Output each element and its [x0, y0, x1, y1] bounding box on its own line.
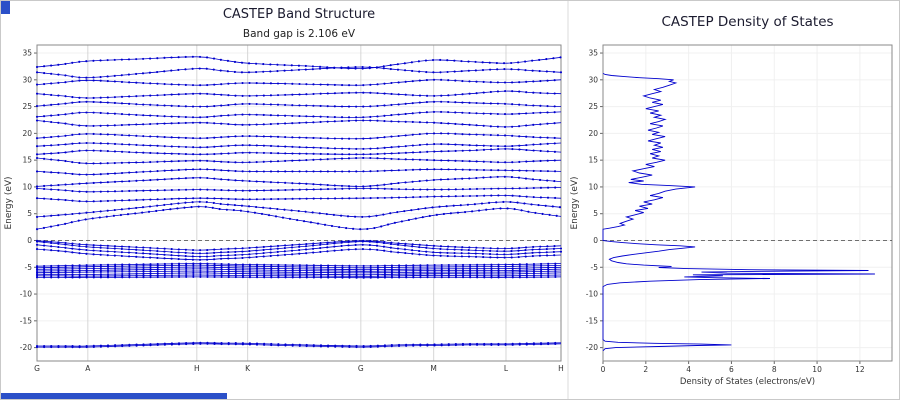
band-markers	[35, 262, 563, 268]
axis-frame	[36, 44, 562, 362]
y-tick-label: 25	[22, 102, 32, 111]
x-tick-label: 10	[812, 365, 822, 374]
y-tick-label: -20	[20, 343, 32, 352]
dos-y-axis-label: Energy (eV)	[570, 176, 580, 229]
dos-panel: CASTEP Density of States -20 -15 -10 -5 0 5 10…	[569, 1, 900, 400]
band-markers	[35, 239, 563, 252]
window-corner-accent	[1, 1, 10, 14]
band-markers	[35, 147, 563, 156]
y-tick-label: 35	[22, 49, 32, 58]
y-tick-label: 5	[593, 209, 598, 218]
x-tick-label: 8	[772, 365, 777, 374]
band-markers	[35, 141, 563, 150]
band-markers	[35, 168, 563, 176]
band-structure-plot[interactable]: -20 -15 -10 -5 0 5 10 15 20 25 30 35 G A H K G M L H Energy …	[1, 1, 567, 400]
band-markers	[35, 275, 563, 279]
band-markers	[35, 132, 563, 140]
bottom-scrollbar-accent[interactable]	[1, 393, 227, 399]
band-markers	[35, 78, 563, 87]
band-markers	[35, 273, 563, 278]
y-tick-label: 30	[588, 75, 598, 84]
y-tick-label: 5	[27, 209, 32, 218]
y-tick-label: -15	[586, 316, 598, 325]
band-markers	[35, 90, 563, 100]
band-markers	[35, 194, 563, 203]
band-markers	[35, 200, 563, 218]
band-markers	[35, 269, 563, 274]
band-markers	[35, 267, 563, 273]
x-tick-label: 4	[686, 365, 691, 374]
y-tick-label: 35	[588, 49, 598, 58]
band-markers	[35, 65, 563, 79]
kpoint-label: K	[245, 364, 251, 373]
y-tick-label: -15	[20, 316, 32, 325]
x-tick-label: 2	[643, 365, 648, 374]
kpoint-label: G	[34, 364, 40, 373]
x-tick-label: 6	[729, 365, 734, 374]
y-tick-label: -20	[586, 343, 598, 352]
x-tick-label: 12	[855, 365, 865, 374]
y-tick-label: 0	[593, 236, 598, 245]
band-markers	[35, 243, 563, 258]
dos-curve	[602, 73, 875, 352]
band-markers	[35, 175, 563, 188]
band-markers	[35, 342, 563, 349]
dos-title: CASTEP Density of States	[661, 14, 834, 30]
band-markers	[35, 265, 563, 271]
y-tick-label: 10	[588, 182, 598, 191]
band-markers	[35, 119, 563, 128]
y-tick-label: 20	[588, 129, 598, 138]
band-line	[36, 66, 562, 79]
band-markers	[35, 341, 563, 348]
y-tick-label: 10	[22, 182, 32, 191]
kpoint-label: H	[194, 364, 200, 373]
panel-divider	[567, 1, 569, 399]
dos-plot[interactable]: -20 -15 -10 -5 0 5 10 15 20 25 30 35 0 2 4 6 8 10 12 Densit…	[569, 1, 900, 400]
band-structure-panel: CASTEP Band Structure Band gap is 2.106 …	[1, 1, 567, 400]
band-markers	[35, 205, 563, 231]
band-markers	[35, 55, 563, 70]
y-tick-label: 30	[22, 75, 32, 84]
y-tick-label: -5	[25, 263, 33, 272]
kpoint-label: H	[558, 364, 564, 373]
y-tick-label: -10	[20, 290, 32, 299]
kpoint-label: L	[504, 364, 509, 373]
kpoint-label: A	[85, 364, 91, 373]
band-markers	[35, 264, 563, 269]
band-structure-title: CASTEP Band Structure	[222, 7, 376, 22]
band-markers	[35, 248, 563, 261]
x-tick-label: 0	[601, 365, 606, 374]
y-tick-label: 20	[22, 129, 32, 138]
band-markers	[35, 186, 563, 193]
band-y-axis-label: Energy (eV)	[4, 176, 14, 229]
y-tick-label: 25	[588, 102, 598, 111]
y-tick-label: -5	[591, 263, 599, 272]
y-tick-label: -10	[586, 290, 598, 299]
band-gap-label: Band gap is 2.106 eV	[242, 28, 356, 40]
band-markers	[35, 110, 563, 119]
axis-frame	[602, 44, 893, 362]
y-tick-label: 15	[588, 156, 598, 165]
band-markers	[35, 100, 563, 108]
band-markers	[35, 271, 563, 276]
kpoint-label: M	[430, 364, 436, 373]
band-markers	[35, 240, 563, 255]
y-tick-label: 15	[22, 156, 32, 165]
kpoint-label: G	[358, 364, 364, 373]
dos-x-axis-label: Density of States (electrons/eV)	[680, 377, 815, 387]
y-tick-label: 0	[27, 236, 32, 245]
band-markers	[35, 156, 563, 165]
